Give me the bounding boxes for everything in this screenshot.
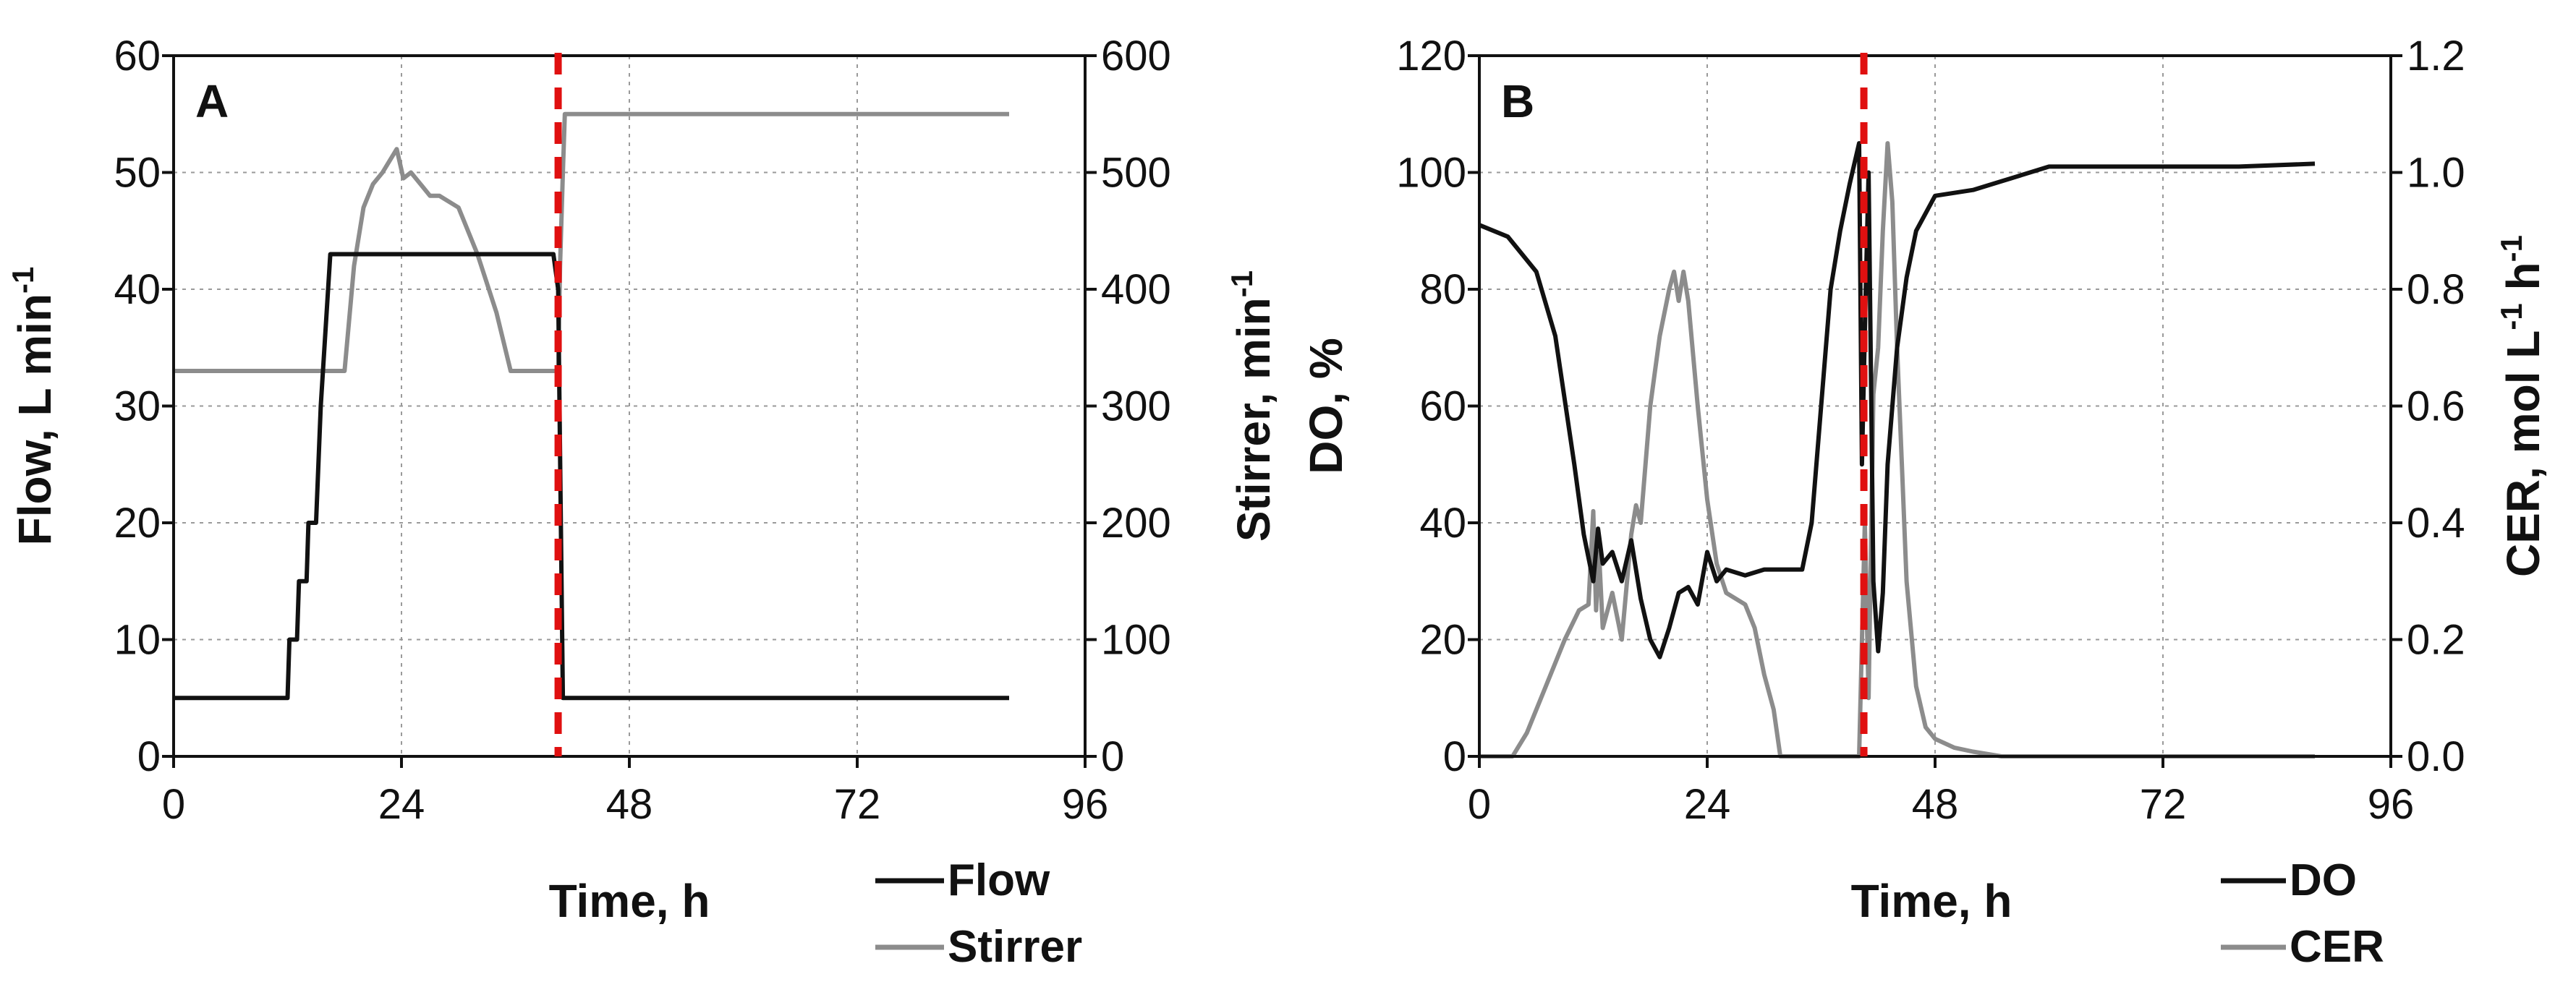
panel-a-ticks: 0 24 48 72 960102030405060010020030040050060… <box>114 33 1170 828</box>
panel-a-y-tick-label: 60 <box>114 33 161 80</box>
panel-b-series <box>1478 141 2316 759</box>
panel-b-y2-axis-label: CER, mol L-1 h-1 <box>2494 235 2549 577</box>
panel-a-y-axis-label: Flow, L min-1 <box>6 267 61 546</box>
panel-b-y2-label-mid: h <box>2497 262 2549 303</box>
panel-b-y-tick-label: 60 <box>1419 383 1466 430</box>
panel-b-y2-tick-label: 1.0 <box>2407 150 2465 197</box>
panel-a-y2-tick-label: 600 <box>1101 33 1171 80</box>
panel-b-y-axis-label: DO, % <box>1300 338 1352 474</box>
series-do-line <box>1478 141 2316 659</box>
panel-a-y2-tick-label: 100 <box>1101 617 1171 664</box>
panel-b-y2-tick-label: 1.2 <box>2407 33 2465 80</box>
panel-a-grid <box>174 56 1085 756</box>
panel-b-y2-label-sup1: -1 <box>2494 303 2528 330</box>
panel-b-ticks: 0 24 48 72 96 0 20 40 60 80 100 120 0.0 0.2 0.4 0.6 0.8 1… <box>1396 33 2465 828</box>
panel-b-y-tick-label: 40 <box>1419 500 1466 547</box>
panel-b-y2-label-main: CER, mol L <box>2497 330 2549 577</box>
panel-a-label: A <box>195 75 229 127</box>
panel-b-y2-tick-label: 0.4 <box>2407 500 2465 547</box>
panel-a-y-tick-label: 20 <box>114 500 161 547</box>
panel-a-y2-label-sup: -1 <box>1225 270 1259 297</box>
panel-b-y2-tick-label: 0.2 <box>2407 617 2465 664</box>
panel-a-y-tick-label: 30 <box>114 383 161 430</box>
panel-b-x-tick-label: 24 <box>1684 781 1731 828</box>
panel-a-x-tick-label: 48 <box>606 781 653 828</box>
legend-label-cer: CER <box>2290 922 2384 972</box>
panel-b-y-label-main: DO, % <box>1300 338 1352 474</box>
panel-b-y-tick-label: 0 <box>1443 733 1466 780</box>
panel-a-y-tick-label: 10 <box>114 617 161 664</box>
panel-a-y2-tick-label: 0 <box>1101 733 1124 780</box>
panel-a-y-tick-label: 40 <box>114 266 161 313</box>
legend-label-do: DO <box>2290 855 2357 905</box>
panel-b-legend: DO CER <box>2221 855 2384 972</box>
panel-b-y2-label-sup2: -1 <box>2494 235 2528 262</box>
panel-a-y-label-main: Flow, L min <box>9 294 61 545</box>
panel-b-x-tick-label: 96 <box>2368 781 2415 828</box>
panel-a-x-axis-label: Time, h <box>549 875 710 927</box>
panel-a-x-tick-label: 72 <box>834 781 881 828</box>
panel-a-y2-axis-label: Stirrer, min-1 <box>1225 270 1280 542</box>
panel-a-x-tick-label: 0 <box>162 781 185 828</box>
series-flow-line <box>174 252 1009 701</box>
panel-b-x-axis-label: Time, h <box>1851 875 2012 927</box>
panel-b-x-tick-label: 0 <box>1468 781 1491 828</box>
panel-a-x-tick-label: 96 <box>1062 781 1109 828</box>
panel-a-y2-tick-label: 300 <box>1101 383 1171 430</box>
panel-b-x-tick-label: 48 <box>1912 781 1959 828</box>
panel-a-y2-label-main: Stirrer, min <box>1228 297 1280 542</box>
panel-b-x-tick-label: 72 <box>2140 781 2187 828</box>
panel-b-label: B <box>1501 75 1534 127</box>
panel-a-legend: Flow Stirrer <box>875 855 1082 972</box>
panel-a-y-tick-label: 50 <box>114 150 161 197</box>
panel-b-y-tick-label: 100 <box>1396 150 1466 197</box>
legend-label-stirrer: Stirrer <box>948 922 1082 972</box>
panel-b-y-tick-label: 120 <box>1396 33 1466 80</box>
panel-a-y2-tick-label: 400 <box>1101 266 1171 313</box>
panel-a-y-tick-label: 0 <box>137 733 161 780</box>
panel-b-y-tick-label: 20 <box>1419 617 1466 664</box>
panel-b-y-tick-label: 80 <box>1419 266 1466 313</box>
panel-b-y2-tick-label: 0.6 <box>2407 383 2465 430</box>
panel-a-y2-tick-label: 500 <box>1101 150 1171 197</box>
panel-b-y2-tick-label: 0.0 <box>2407 733 2465 780</box>
panel-a-y2-tick-label: 200 <box>1101 500 1171 547</box>
panel-b-grid <box>1479 56 2391 756</box>
panel-b-y2-tick-label: 0.8 <box>2407 266 2465 313</box>
panel-b: 0 24 48 72 96 0 20 40 60 80 100 120 0.0 0.2 0.4 0.6 0.8 1… <box>1300 33 2549 972</box>
legend-label-flow: Flow <box>948 855 1050 905</box>
panel-a-x-tick-label: 24 <box>378 781 425 828</box>
panel-a: 0 24 48 72 960102030405060010020030040050060… <box>6 33 1280 972</box>
series-cer-line <box>1479 141 2315 759</box>
panel-a-y-label-sup: -1 <box>6 267 40 294</box>
